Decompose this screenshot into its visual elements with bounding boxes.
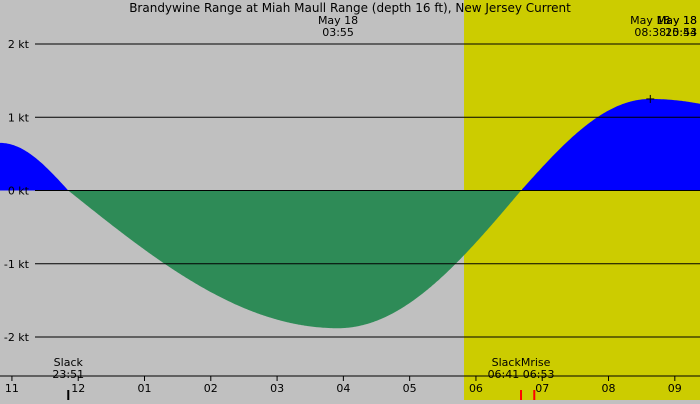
bottom-label-time: 06:41 06:53: [488, 368, 555, 381]
x-tick-label: 06: [469, 382, 483, 395]
x-tick-label: 08: [602, 382, 616, 395]
y-tick-labels: 2 kt 1 kt 0 kt -1 kt -2 kt: [4, 38, 30, 344]
top-label-date: May 18: [657, 14, 697, 27]
x-tick-label: 11: [5, 382, 19, 395]
x-ticks: 11 12 01 02 03 04 05 06 07 08 09: [0, 375, 700, 395]
y-tick-label: -1 kt: [4, 258, 30, 271]
chart-title: Brandywine Range at Miah Maull Range (de…: [129, 1, 571, 15]
x-tick-label: 12: [71, 382, 85, 395]
x-tick-label: 03: [270, 382, 284, 395]
top-label-date: May 18: [630, 14, 670, 27]
top-label-time: 03:55: [322, 26, 354, 39]
x-tick-label: 02: [204, 382, 218, 395]
x-tick-label: 05: [403, 382, 417, 395]
top-label-date: May 18: [657, 14, 697, 27]
bottom-label-event: Slack: [54, 356, 84, 369]
x-tick-label: 07: [535, 382, 549, 395]
current-areas: [0, 98, 700, 329]
bottom-label-event: SlackMrise: [492, 356, 551, 369]
y-tick-label: -2 kt: [4, 331, 30, 344]
y-tick-label: 1 kt: [8, 111, 30, 124]
top-label-time: 15:54: [665, 26, 697, 39]
y-tick-label: 0 kt: [8, 185, 30, 198]
x-tick-label: 04: [336, 382, 350, 395]
top-label-time: 08:38: [634, 26, 666, 39]
gridlines: [35, 43, 700, 338]
y-tick-label: 2 kt: [8, 38, 30, 51]
ebb-area-1: [69, 190, 521, 329]
x-tick-label: 01: [138, 382, 152, 395]
event-markers: [67, 94, 655, 400]
x-tick-label: 09: [668, 382, 682, 395]
top-label-date: May 18: [318, 14, 358, 27]
flood-area-0: [0, 142, 68, 191]
bottom-label-time: 23:51: [52, 368, 84, 381]
top-label-time: 20:43: [665, 26, 697, 39]
flood-area-2: [522, 98, 700, 191]
